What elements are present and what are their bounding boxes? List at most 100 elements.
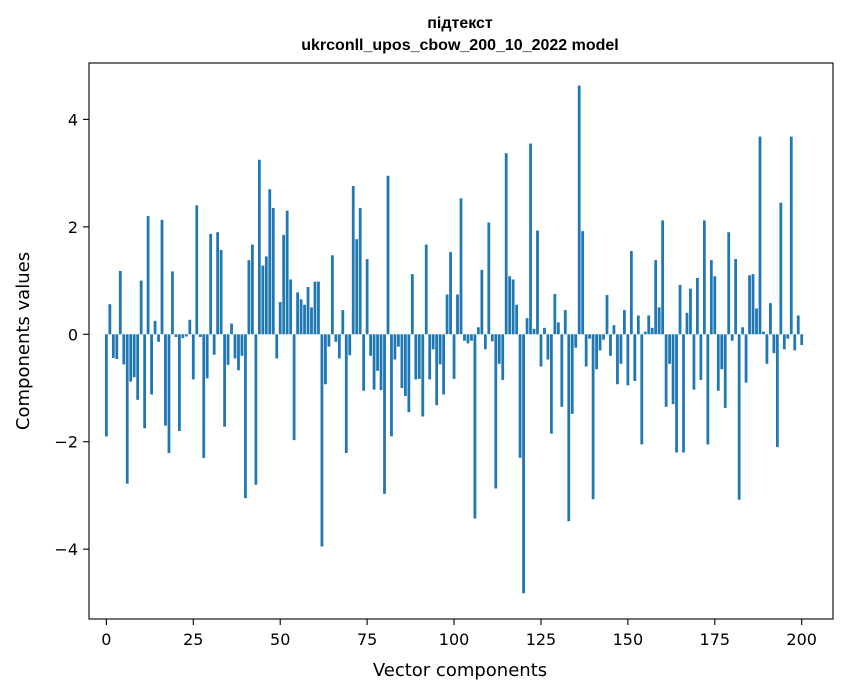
bar-148 (619, 334, 623, 364)
bar-70 (348, 334, 352, 356)
bar-63 (324, 334, 327, 385)
bar-177 (720, 334, 724, 370)
bar-11 (143, 334, 147, 429)
bar-123 (532, 328, 536, 335)
bar-2 (111, 334, 115, 358)
bar-28 (202, 334, 206, 458)
bar-197 (789, 136, 793, 335)
bar-36 (230, 323, 233, 335)
bar-122 (529, 143, 532, 335)
bar-23 (184, 334, 188, 337)
bar-51 (282, 234, 286, 335)
bar-57 (303, 304, 306, 335)
bar-9 (136, 334, 140, 400)
bar-176 (716, 334, 720, 391)
bar-76 (369, 334, 372, 356)
bar-146 (612, 325, 616, 335)
bar-69 (344, 334, 348, 454)
bar-66 (334, 334, 338, 342)
bar-161 (664, 334, 668, 407)
bar-42 (251, 244, 254, 335)
bar-24 (188, 319, 192, 335)
bar-53 (289, 279, 293, 335)
bar-145 (609, 334, 612, 356)
bar-97 (442, 334, 446, 395)
bar-4 (118, 270, 122, 335)
bar-89 (414, 334, 418, 380)
bar-16 (160, 219, 164, 335)
bar-12 (146, 216, 150, 335)
bar-163 (671, 334, 675, 405)
bar-191 (769, 303, 772, 335)
bar-193 (775, 334, 779, 448)
bar-175 (713, 276, 717, 335)
bar-22 (181, 334, 185, 339)
bar-117 (511, 279, 515, 335)
bar-139 (588, 334, 592, 339)
bar-110 (487, 222, 491, 335)
bar-10 (139, 280, 143, 335)
bar-93 (428, 334, 432, 380)
bar-15 (157, 334, 160, 342)
bar-198 (793, 334, 797, 351)
bar-78 (376, 334, 379, 371)
bar-72 (355, 239, 359, 335)
bar-83 (393, 334, 397, 360)
y-tick-label-4: 4 (68, 110, 78, 129)
bar-190 (765, 334, 769, 364)
bar-157 (650, 327, 654, 335)
bar-107 (476, 327, 480, 335)
bar-119 (518, 334, 522, 458)
bar-142 (598, 334, 602, 351)
bar-178 (723, 334, 727, 408)
bar-38 (237, 334, 240, 371)
bar-167 (685, 312, 689, 335)
bar-128 (550, 334, 553, 434)
bar-30 (209, 233, 213, 335)
x-tick-label-0: 0 (101, 630, 111, 649)
bar-124 (536, 230, 539, 335)
bar-149 (623, 310, 626, 335)
bar-29 (205, 334, 209, 379)
bar-164 (675, 334, 678, 453)
bar-99 (449, 252, 452, 335)
bar-95 (435, 334, 439, 406)
bar-84 (397, 334, 400, 347)
bar-192 (772, 334, 776, 354)
bar-92 (424, 244, 428, 335)
bar-180 (730, 334, 734, 341)
x-tick-label-125: 125 (526, 630, 557, 649)
bar-112 (494, 334, 498, 489)
x-tick-label-50: 50 (270, 630, 290, 649)
chart-title: підтекст (427, 15, 493, 32)
x-tick-label-25: 25 (183, 630, 203, 649)
bar-7 (129, 334, 133, 382)
bar-96 (438, 334, 442, 365)
bar-200 (800, 334, 804, 346)
bar-21 (178, 334, 181, 431)
bar-14 (153, 320, 157, 335)
bar-91 (421, 334, 425, 417)
y-tick-label-2: 2 (68, 218, 78, 237)
bar-194 (779, 202, 783, 335)
bar-25 (191, 334, 195, 380)
bar-3 (115, 334, 119, 359)
bar-103 (463, 334, 466, 341)
x-axis-label: Vector components (373, 660, 547, 681)
bar-6 (125, 334, 129, 484)
bar-187 (755, 308, 758, 335)
bar-56 (299, 299, 303, 335)
bar-33 (219, 249, 223, 335)
bar-199 (796, 315, 800, 335)
bar-138 (584, 334, 588, 367)
bar-160 (661, 220, 665, 335)
bar-150 (626, 334, 630, 386)
bar-155 (643, 331, 647, 335)
bar-154 (640, 334, 644, 445)
bar-162 (668, 334, 671, 364)
bar-79 (379, 334, 383, 391)
bar-184 (744, 334, 748, 383)
bar-183 (741, 327, 744, 335)
bar-186 (751, 274, 755, 335)
bar-140 (591, 334, 595, 500)
